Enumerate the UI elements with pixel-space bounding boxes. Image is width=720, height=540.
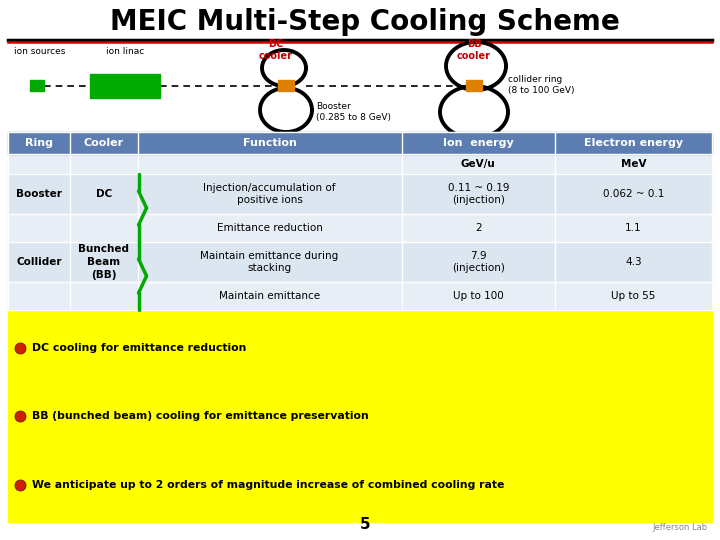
- Text: Maintain emittance: Maintain emittance: [219, 291, 320, 301]
- Bar: [278, 80, 294, 91]
- Text: MeV: MeV: [621, 159, 647, 169]
- Text: Booster: Booster: [16, 189, 62, 199]
- Bar: [90, 74, 160, 98]
- Text: MEIC Multi-Step Cooling Scheme: MEIC Multi-Step Cooling Scheme: [110, 8, 620, 36]
- Text: 1.1: 1.1: [625, 223, 642, 233]
- Text: BB
cooler: BB cooler: [457, 39, 491, 61]
- Text: Ion  energy: Ion energy: [443, 138, 513, 148]
- Text: Up to 100: Up to 100: [453, 291, 504, 301]
- Bar: [8, 310, 712, 522]
- Text: DC
cooler: DC cooler: [259, 39, 293, 61]
- Text: 2: 2: [475, 223, 482, 233]
- Bar: [8, 154, 712, 174]
- Text: 7.9
(injection): 7.9 (injection): [452, 251, 505, 273]
- Text: DC: DC: [96, 189, 112, 199]
- Bar: [30, 80, 44, 91]
- Text: BB (bunched beam) cooling for emittance preservation: BB (bunched beam) cooling for emittance …: [32, 411, 369, 421]
- Bar: [8, 282, 712, 310]
- Text: 5: 5: [360, 517, 370, 532]
- Text: Ring: Ring: [25, 138, 53, 148]
- Text: Collider: Collider: [17, 257, 62, 267]
- Text: Bunched
Beam
(BB): Bunched Beam (BB): [78, 244, 130, 280]
- Text: GeV/u: GeV/u: [461, 159, 495, 169]
- Bar: [8, 214, 712, 242]
- Text: Cooler: Cooler: [84, 138, 124, 148]
- Text: 0.11 ~ 0.19
(injection): 0.11 ~ 0.19 (injection): [448, 183, 509, 205]
- Text: DC cooling for emittance reduction: DC cooling for emittance reduction: [32, 343, 246, 353]
- Text: Maintain emittance during
stacking: Maintain emittance during stacking: [200, 251, 338, 273]
- Text: Injection/accumulation of
positive ions: Injection/accumulation of positive ions: [203, 183, 336, 205]
- Text: Function: Function: [243, 138, 297, 148]
- Text: Jefferson Lab: Jefferson Lab: [653, 523, 708, 532]
- Bar: [8, 174, 712, 214]
- Bar: [8, 242, 712, 282]
- Text: Electron energy: Electron energy: [584, 138, 683, 148]
- Text: ion linac: ion linac: [106, 48, 144, 57]
- Bar: [8, 132, 712, 154]
- Text: ion sources: ion sources: [14, 48, 66, 57]
- Bar: [466, 80, 482, 91]
- Text: Up to 55: Up to 55: [611, 291, 656, 301]
- Text: collider ring
(8 to 100 GeV): collider ring (8 to 100 GeV): [508, 75, 575, 94]
- Text: Booster
(0.285 to 8 GeV): Booster (0.285 to 8 GeV): [316, 102, 391, 122]
- Text: 0.062 ~ 0.1: 0.062 ~ 0.1: [603, 189, 664, 199]
- Text: Emittance reduction: Emittance reduction: [217, 223, 323, 233]
- Text: 4.3: 4.3: [625, 257, 642, 267]
- Text: We anticipate up to 2 orders of magnitude increase of combined cooling rate: We anticipate up to 2 orders of magnitud…: [32, 480, 505, 490]
